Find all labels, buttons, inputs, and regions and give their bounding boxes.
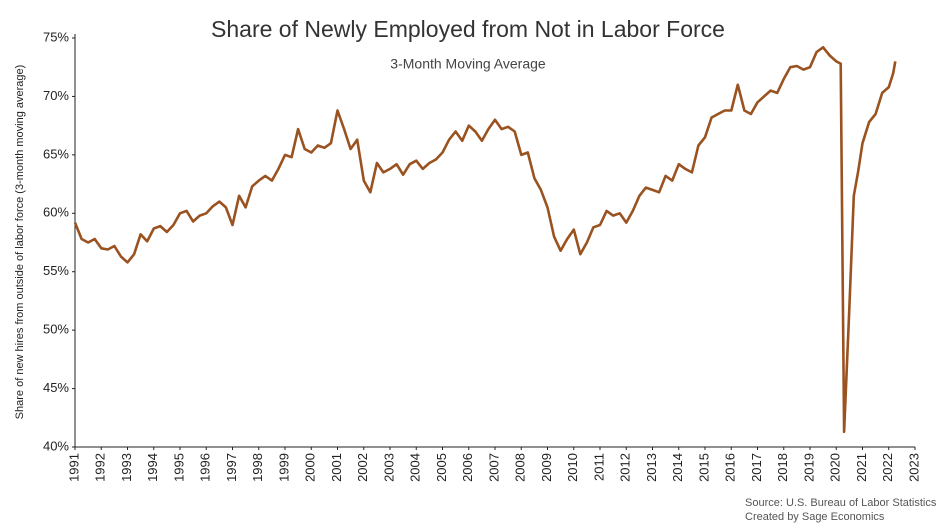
x-tick-label: 2002	[355, 453, 370, 482]
x-tick-label: 1991	[66, 453, 81, 482]
y-tick-label: 50%	[43, 322, 69, 337]
y-tick-label: 40%	[43, 438, 69, 453]
x-tick-label: 1996	[198, 453, 213, 482]
x-tick-label: 2000	[303, 453, 318, 482]
x-tick-label: 2012	[618, 453, 633, 482]
x-tick-label: 1997	[224, 453, 239, 482]
x-tick-label: 2004	[408, 453, 423, 482]
credit: Created by Sage Economics	[745, 511, 885, 523]
x-tick-label: 2018	[775, 453, 790, 482]
x-tick-label: 2001	[329, 453, 344, 482]
x-tick-label: 2014	[670, 453, 685, 482]
x-tick-label: 2009	[539, 453, 554, 482]
x-tick-label: 2017	[749, 453, 764, 482]
x-tick-label: 2021	[854, 453, 869, 482]
x-tick-label: 1999	[276, 453, 291, 482]
x-tick-label: 1994	[145, 453, 160, 482]
x-tick-label: 2022	[880, 453, 895, 482]
x-tick-label: 2007	[486, 453, 501, 482]
x-tick-label: 1993	[119, 453, 134, 482]
x-tick-label: 2023	[906, 453, 921, 482]
x-tick-label: 1992	[93, 453, 108, 482]
y-tick-label: 70%	[43, 88, 69, 103]
x-tick-label: 2011	[591, 453, 606, 481]
x-tick-label: 1995	[171, 453, 186, 482]
x-tick-label: 2019	[801, 453, 816, 482]
x-tick-label: 2013	[644, 453, 659, 482]
x-tick-label: 2015	[696, 453, 711, 482]
x-tick-label: 2010	[565, 453, 580, 482]
x-tick-label: 2016	[723, 453, 738, 482]
y-tick-label: 75%	[43, 29, 69, 44]
x-tick-label: 1998	[250, 453, 265, 482]
source: Source: U.S. Bureau of Labor Statistics	[745, 497, 936, 509]
chart-title: Share of Newly Employed from Not in Labo…	[211, 16, 725, 42]
x-tick-label: 2020	[828, 453, 843, 482]
y-tick-label: 65%	[43, 146, 69, 161]
chart-subtitle: 3-Month Moving Average	[390, 56, 546, 72]
y-tick-label: 60%	[43, 205, 69, 220]
x-tick-label: 2008	[513, 453, 528, 482]
data-line	[73, 46, 897, 434]
x-tick-label: 2003	[381, 453, 396, 482]
y-tick-label: 45%	[43, 380, 69, 395]
y-tick-label: 55%	[43, 263, 69, 278]
x-tick-label: 2006	[460, 453, 475, 482]
y-axis-label: Share of new hires from outside of labor…	[14, 65, 26, 420]
x-tick-label: 2005	[434, 453, 449, 482]
